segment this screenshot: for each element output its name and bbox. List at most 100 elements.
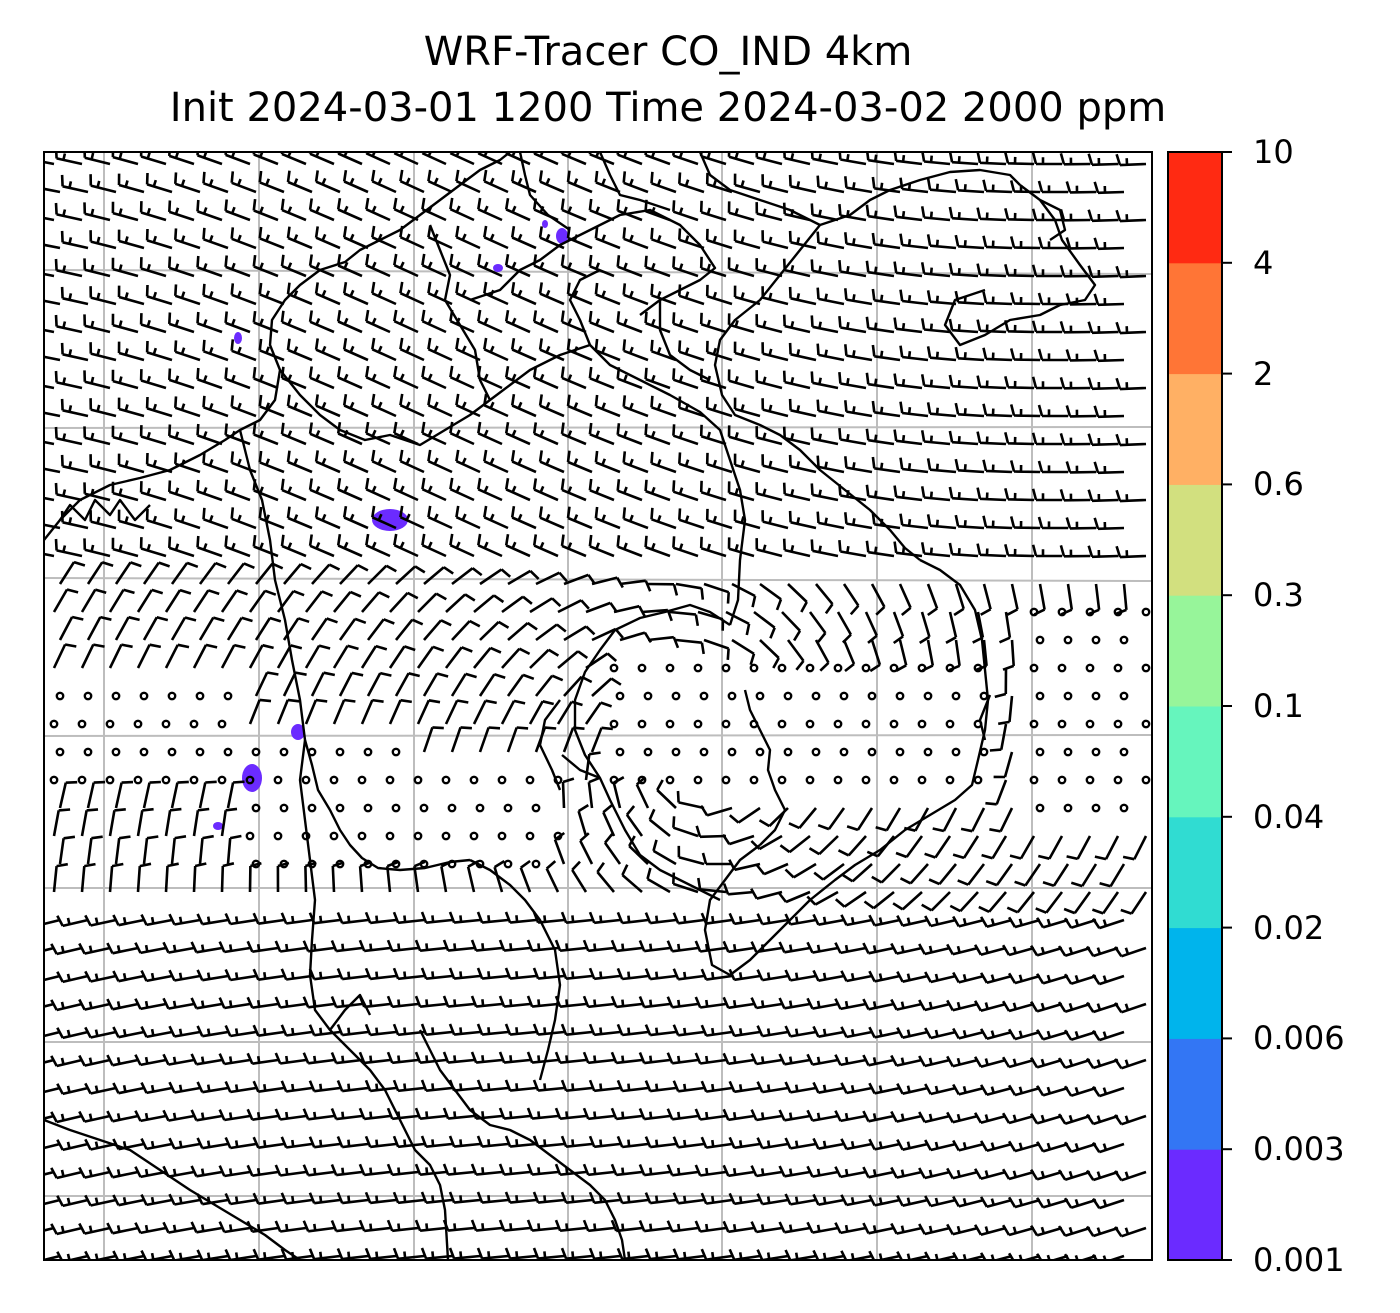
- wind-barb: [865, 204, 895, 222]
- wind-barb: [982, 347, 1013, 362]
- wind-barb: [477, 477, 503, 502]
- wind-barb-calm: [755, 691, 765, 701]
- wind-barb: [532, 1079, 565, 1092]
- wind-barb: [560, 1247, 593, 1260]
- wind-barb: [842, 863, 873, 883]
- wind-barb: [392, 911, 425, 925]
- wind-barb: [705, 172, 733, 194]
- wind-barb: [588, 478, 615, 502]
- wind-barb: [675, 638, 705, 655]
- wind-barb: [810, 259, 839, 278]
- wind-barb: [476, 1191, 509, 1204]
- wind-barb: [280, 366, 307, 390]
- wind-barb: [924, 835, 952, 859]
- wind-barb: [1042, 863, 1070, 888]
- wind-barb: [392, 1135, 425, 1149]
- wind-barb: [330, 1164, 363, 1177]
- wind-barb: [868, 1082, 901, 1095]
- wind-barb: [871, 400, 901, 418]
- wind-barb-calm: [979, 747, 989, 757]
- wind-barb: [728, 806, 761, 824]
- wind-barb: [946, 1167, 979, 1180]
- wind-barb: [538, 450, 565, 474]
- wind-barb: [286, 338, 313, 362]
- wind-barb: [304, 590, 333, 613]
- wind-barb: [139, 369, 167, 390]
- colorbar-frame: [1167, 151, 1223, 1261]
- wind-barb: [392, 1023, 425, 1037]
- wind-barb: [89, 342, 117, 362]
- wind-barb: [1115, 209, 1147, 223]
- wind-barb: [414, 1107, 447, 1120]
- wind-barb: [756, 1081, 789, 1094]
- wind-barb: [196, 1137, 229, 1150]
- wind-barb-calm: [721, 719, 731, 729]
- wind-barb: [727, 369, 755, 390]
- wind-barb-calm: [251, 803, 261, 813]
- wind-barb: [224, 423, 251, 446]
- coastline-segment: [573, 603, 731, 902]
- wind-barb: [560, 911, 593, 924]
- wind-barb: [190, 1221, 223, 1234]
- wind-barb: [1063, 1029, 1097, 1042]
- wind-barb: [644, 968, 677, 981]
- wind-barb: [982, 291, 1013, 306]
- wind-barb: [504, 152, 531, 166]
- wind-barb: [282, 617, 310, 641]
- wind-barb: [1001, 1056, 1035, 1069]
- wind-barb: [871, 288, 901, 306]
- wind-barb: [755, 202, 783, 222]
- wind-barb: [677, 845, 705, 866]
- wind-barb: [705, 340, 733, 362]
- wind-barb-calm: [1063, 635, 1073, 645]
- wind-barb: [699, 312, 727, 334]
- wind-barb: [1006, 583, 1019, 616]
- wind-barb: [112, 1194, 145, 1207]
- wind-barb: [812, 1137, 845, 1150]
- wind-barb: [427, 505, 453, 530]
- wind-barb: [529, 597, 562, 614]
- wind-barb: [476, 1135, 509, 1148]
- wind-barb: [979, 1028, 1013, 1041]
- map-title-line-1: WRF-Tracer CO_IND 4km: [423, 29, 913, 75]
- coastline-segment: [568, 268, 601, 346]
- wind-barb: [722, 996, 755, 1010]
- wind-barb-calm: [357, 775, 367, 785]
- wind-barb-calm: [441, 775, 451, 785]
- wind-barb: [644, 1080, 677, 1093]
- wind-barb: [1091, 1029, 1125, 1042]
- wind-barb-calm: [889, 775, 899, 785]
- wind-barb: [192, 643, 218, 669]
- wind-barb: [308, 422, 335, 446]
- wind-barb: [778, 1109, 811, 1122]
- wind-barb: [399, 281, 425, 306]
- colorbar-tick-label: 0.001: [1253, 1241, 1345, 1279]
- wind-barb-calm: [553, 775, 563, 785]
- wind-barb: [808, 611, 827, 643]
- wind-barb: [1029, 945, 1063, 957]
- wind-barb: [106, 1166, 139, 1179]
- wind-barb: [610, 1107, 643, 1121]
- wind-barb-calm: [133, 719, 143, 729]
- wind-barb-calm: [329, 831, 339, 841]
- wind-barb-calm: [833, 775, 843, 785]
- wind-barb: [666, 1164, 699, 1177]
- wind-barb: [510, 170, 537, 194]
- wind-barb: [111, 425, 139, 446]
- wind-barb: [594, 450, 621, 474]
- wind-barb: [56, 1139, 89, 1152]
- wind-barb: [903, 807, 930, 832]
- wind-barb-calm: [413, 831, 423, 841]
- wind-barb-calm: [1063, 747, 1073, 757]
- wind-barb: [838, 152, 867, 166]
- wind-barb: [538, 226, 565, 250]
- wind-barb: [1085, 1057, 1119, 1070]
- wind-barb: [587, 776, 600, 809]
- wind-barb-calm: [833, 663, 843, 673]
- coastline-segment: [418, 1029, 627, 1260]
- wind-barb: [890, 1110, 923, 1123]
- wind-barb: [365, 477, 391, 502]
- wind-barb: [504, 1135, 537, 1148]
- wind-barb: [672, 424, 699, 446]
- wind-barb: [89, 286, 117, 306]
